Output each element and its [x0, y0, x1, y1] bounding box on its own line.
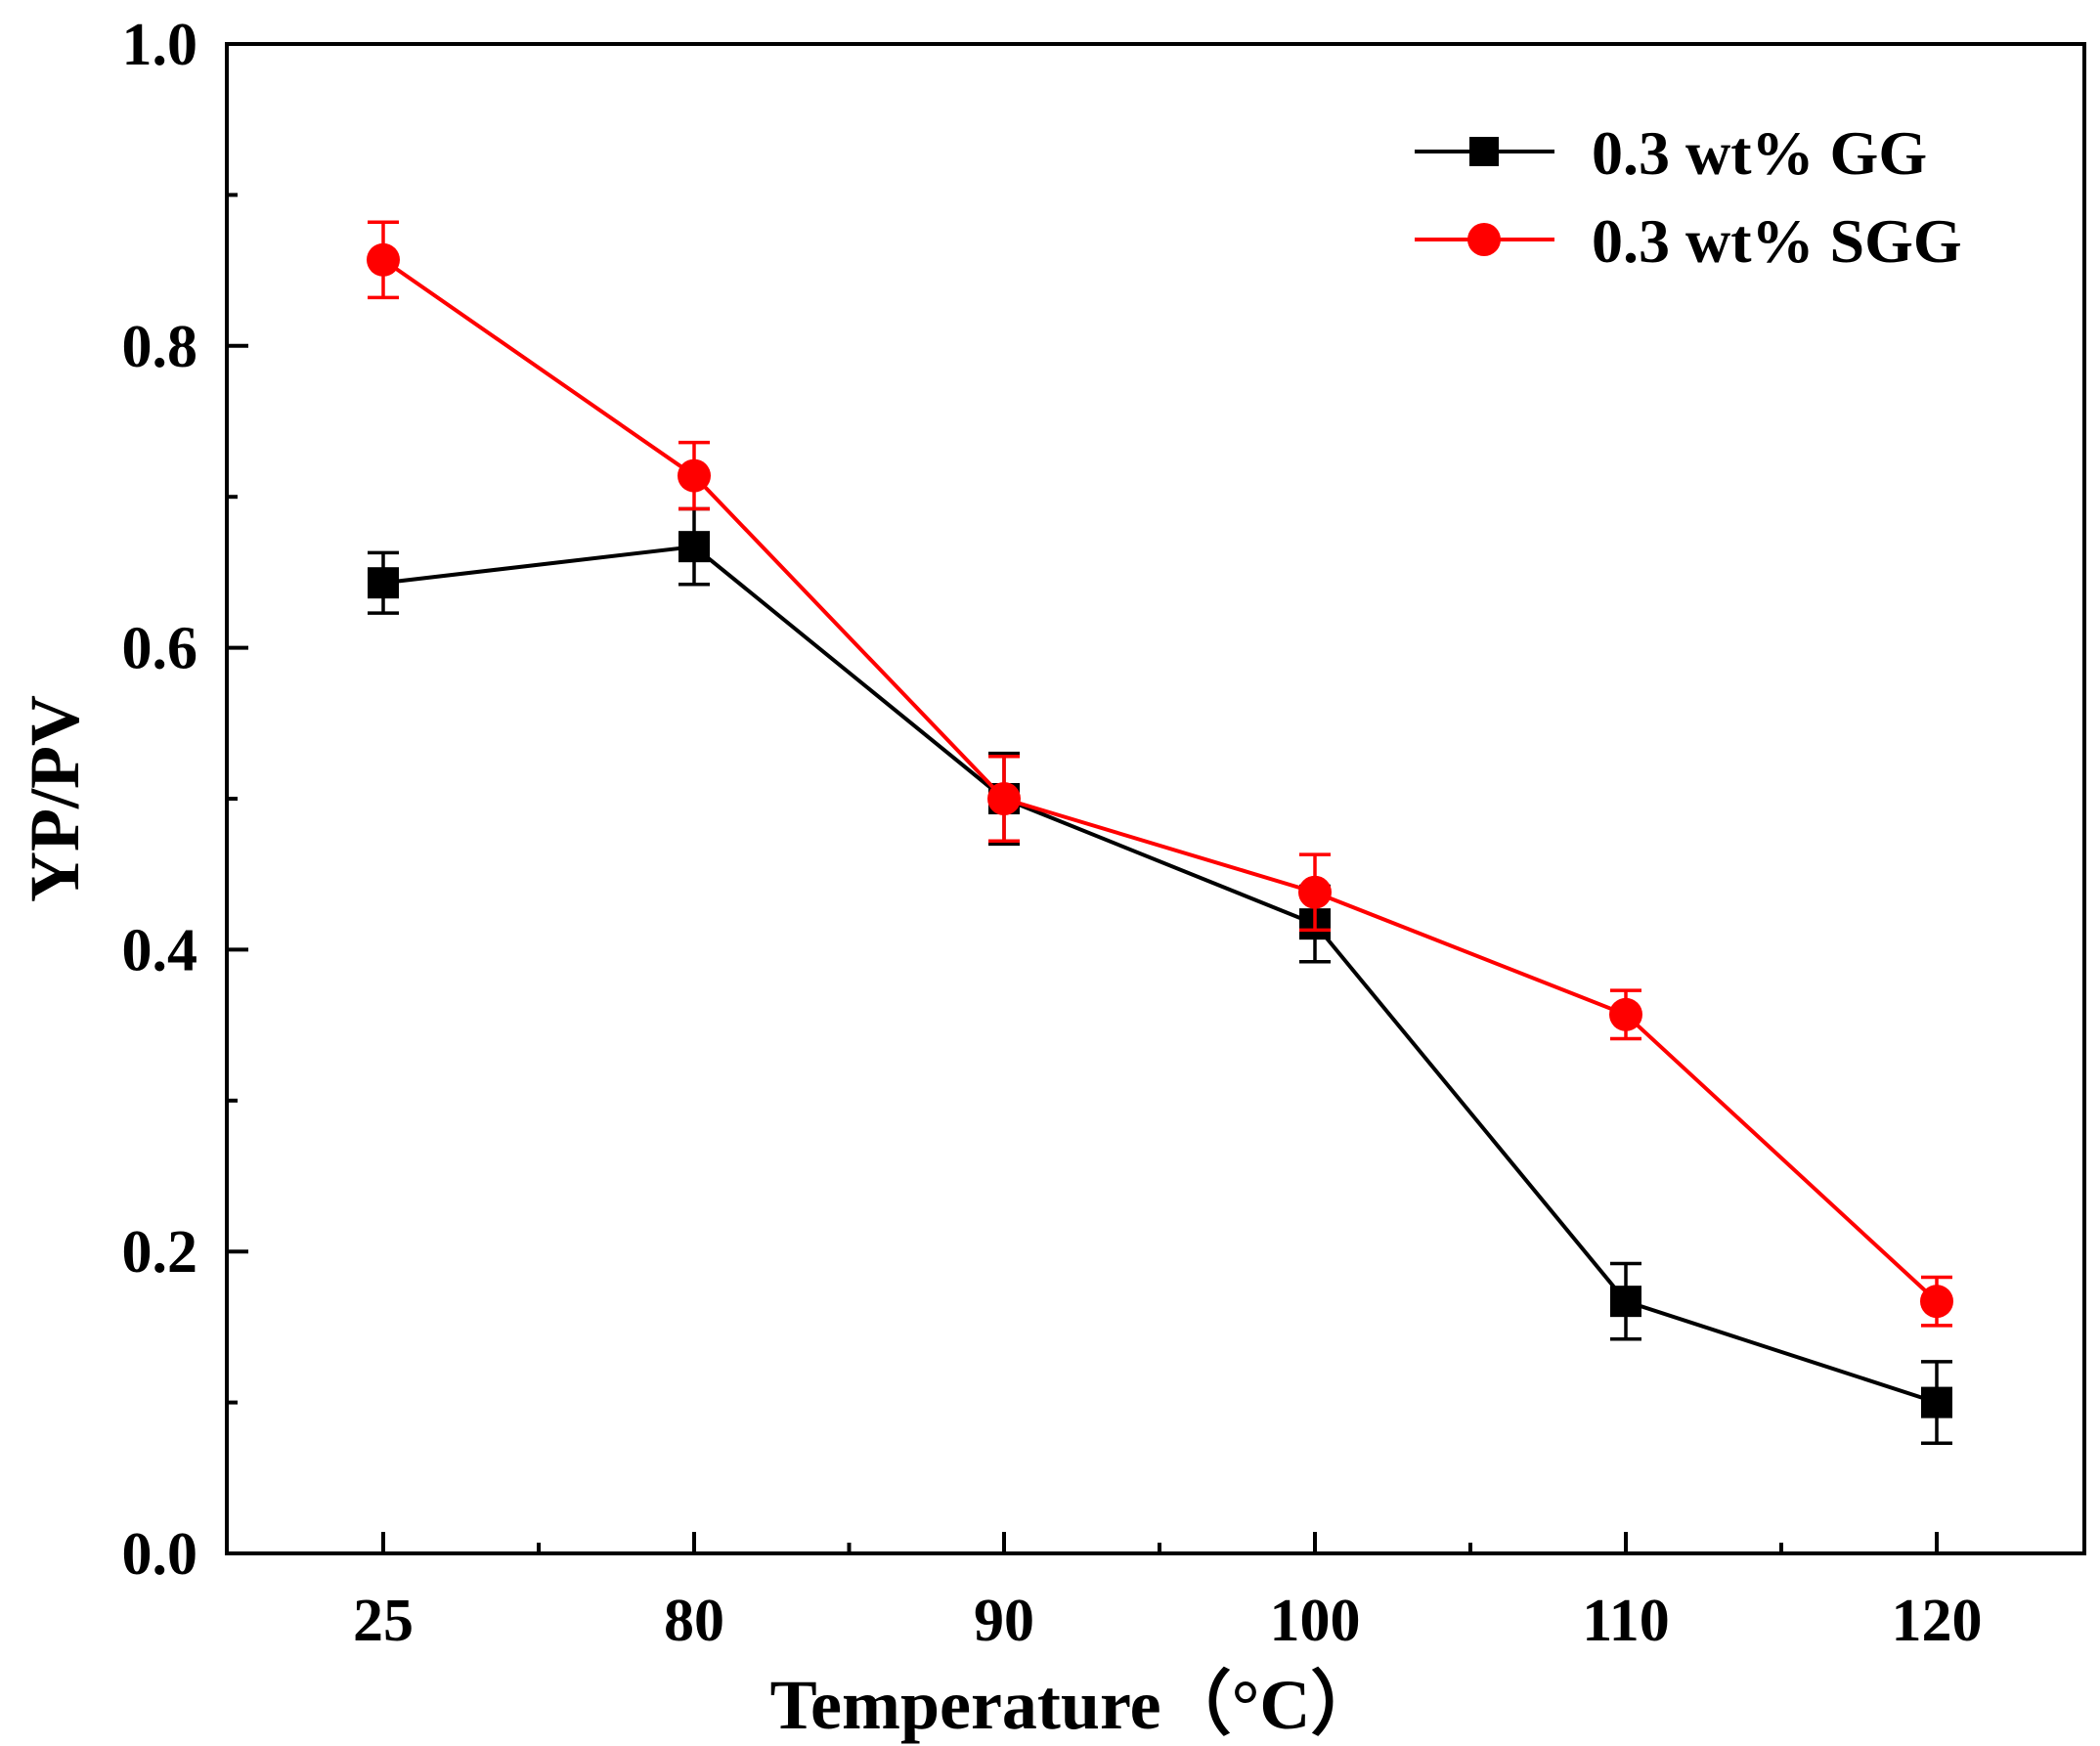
- y-tick-label: 0.2: [122, 1219, 198, 1286]
- legend-item-gg: 0.3 wt% GG: [1415, 118, 1927, 188]
- x-axis: 25 80 90 100 110 120: [353, 1532, 1983, 1654]
- legend-label-sgg: 0.3 wt% SGG: [1592, 206, 1962, 276]
- series-line: [382, 545, 1938, 1405]
- y-tick-label: 0.4: [122, 917, 198, 983]
- x-tick-label: 25: [353, 1588, 414, 1654]
- data-point-circle: [987, 782, 1021, 815]
- legend-item-sgg: 0.3 wt% SGG: [1415, 206, 1962, 276]
- x-tick-label: 100: [1270, 1588, 1361, 1654]
- x-tick-label: 80: [664, 1588, 724, 1654]
- series-line: [381, 258, 1939, 1303]
- data-point-circle: [1609, 997, 1642, 1031]
- data-point-square: [1921, 1386, 1952, 1419]
- series-layer: [367, 220, 1953, 1446]
- y-axis-title: YP/PV: [16, 695, 94, 902]
- y-tick-label: 0.0: [122, 1521, 198, 1588]
- legend-marker-circle: [1467, 223, 1501, 256]
- y-tick-label: 1.0: [122, 12, 198, 78]
- data-point-square: [1610, 1286, 1641, 1318]
- series-sgg: [367, 220, 1953, 1328]
- data-point-circle: [1920, 1285, 1953, 1319]
- legend-label-gg: 0.3 wt% GG: [1592, 118, 1927, 188]
- y-tick-label: 0.6: [122, 616, 198, 682]
- data-point-square: [678, 531, 710, 563]
- data-point-circle: [678, 458, 711, 493]
- legend: 0.3 wt% GG 0.3 wt% SGG: [1415, 118, 1962, 276]
- legend-marker-square: [1469, 137, 1499, 166]
- series-gg: [368, 506, 1952, 1446]
- x-axis-title: Temperature（°C）: [770, 1666, 1381, 1744]
- x-tick-label: 120: [1892, 1588, 1983, 1654]
- y-tick-label: 0.8: [122, 314, 198, 380]
- data-point-circle: [367, 242, 400, 277]
- data-point-square: [368, 567, 399, 599]
- x-tick-label: 110: [1582, 1588, 1670, 1654]
- y-axis: 0.0 0.2 0.4 0.6 0.8 1.0: [122, 12, 248, 1588]
- data-point-circle: [1298, 875, 1332, 909]
- x-tick-label: 90: [974, 1588, 1034, 1654]
